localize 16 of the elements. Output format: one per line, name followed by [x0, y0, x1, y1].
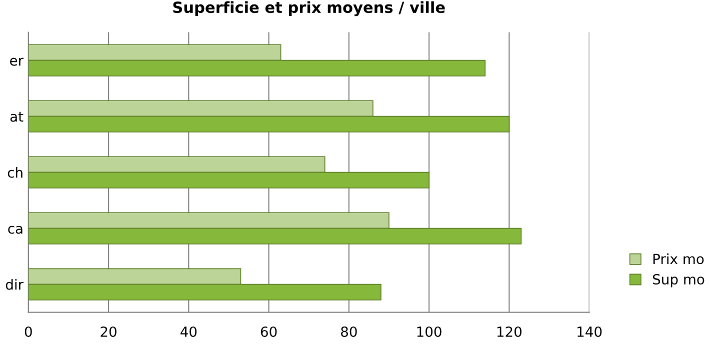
x-tick-label: 0: [24, 326, 32, 337]
x-tick-label: 80: [341, 326, 357, 337]
x-tick-label: 120: [497, 326, 522, 337]
x-tick-label: 40: [180, 326, 197, 337]
y-tick-label: ca: [8, 226, 22, 234]
x-tick-label: 60: [260, 326, 277, 337]
x-tick-label: 140: [578, 326, 602, 337]
y-tick-label: er: [10, 58, 24, 66]
x-tick-label: 20: [100, 326, 116, 337]
chart-title: Superficie et prix moyens / ville: [173, 1, 445, 16]
y-tick-label: ch: [8, 167, 22, 178]
legend-label: Sup mo: [652, 274, 704, 288]
y-tick-label: dir: [6, 279, 24, 290]
y-tick-label: at: [10, 112, 24, 122]
x-tick-label: 100: [417, 326, 442, 337]
legend-label: Prix mo: [653, 253, 704, 264]
